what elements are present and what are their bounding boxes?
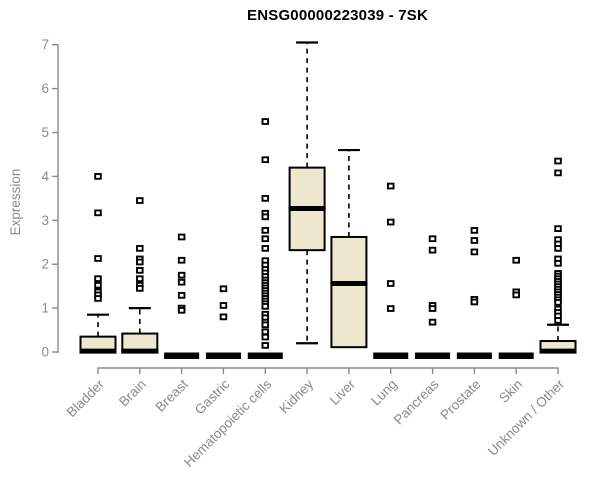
outlier-point <box>136 284 144 292</box>
outlier-point <box>554 245 562 252</box>
boxplot-hematopoietic-cells <box>247 118 283 359</box>
outlier-point <box>94 255 102 262</box>
x-tick-label-prostate: Prostate <box>437 377 483 423</box>
outlier-point <box>94 209 102 217</box>
y-tick-label: 4 <box>41 169 49 184</box>
y-tick-label: 1 <box>41 301 49 316</box>
outlier-point <box>219 285 228 293</box>
x-tick-label-gastric: Gastric <box>192 376 233 417</box>
chart-title: ENSG00000223039 - 7SK <box>247 7 428 24</box>
flat-box <box>415 352 451 359</box>
outlier-point <box>512 291 520 299</box>
outlier-point <box>470 227 479 234</box>
outlier-point <box>94 281 102 289</box>
outlier-point <box>554 225 562 232</box>
outlier-point <box>261 328 270 336</box>
outlier-point <box>554 157 562 165</box>
outlier-point <box>94 173 102 180</box>
x-tick-label-brain: Brain <box>116 377 149 410</box>
boxplot-unknown-other <box>539 157 577 354</box>
outlier-point <box>261 213 270 221</box>
outlier-point <box>386 305 395 312</box>
y-tick-label: 6 <box>41 81 49 96</box>
flat-box <box>205 352 241 359</box>
y-tick-label: 2 <box>41 257 49 272</box>
y-axis: 0 1 2 3 4 5 6 7 <box>41 37 59 360</box>
flat-box <box>498 352 534 359</box>
outlier-point <box>386 280 395 287</box>
outlier-point <box>428 305 437 312</box>
outlier-point <box>261 245 270 252</box>
flat-box <box>456 352 492 359</box>
boxplot-brain <box>121 197 159 354</box>
boxplot-kidney <box>288 41 326 345</box>
outlier-point <box>428 246 437 254</box>
x-tick-label-liver: Liver <box>327 376 359 408</box>
x-tick-label-skin: Skin <box>496 377 525 406</box>
outlier-point <box>261 156 270 164</box>
boxplot-bladder <box>79 173 117 354</box>
outlier-point <box>554 317 562 324</box>
outlier-point <box>219 302 228 309</box>
outlier-point <box>386 218 395 226</box>
x-tick-label-bladder: Bladder <box>64 376 108 420</box>
flat-box <box>247 352 283 359</box>
x-tick-label-pancreas: Pancreas <box>391 376 442 427</box>
outlier-point <box>512 256 520 264</box>
outlier-point <box>136 266 144 274</box>
boxplot-gastric <box>205 285 241 359</box>
outlier-point <box>261 302 270 310</box>
outlier-point <box>261 194 270 202</box>
boxplot-liver <box>330 148 368 349</box>
boxplot-skin <box>498 256 534 359</box>
outlier-point <box>177 256 186 264</box>
x-tick-label-lung: Lung <box>368 377 400 409</box>
outlier-point <box>219 313 228 321</box>
outlier-point <box>94 295 102 302</box>
boxplot-lung <box>373 182 409 359</box>
outlier-point <box>428 235 437 243</box>
outlier-point <box>261 321 270 329</box>
outlier-point <box>554 259 562 267</box>
outlier-point <box>261 118 270 125</box>
y-tick-label: 7 <box>41 37 49 52</box>
outlier-point <box>94 275 102 283</box>
iqr-box <box>330 235 368 349</box>
outlier-point <box>470 237 479 244</box>
outlier-point <box>386 182 395 190</box>
outlier-point <box>261 235 270 243</box>
outlier-point <box>136 258 144 266</box>
outlier-point <box>177 233 186 241</box>
outlier-point <box>470 298 479 306</box>
outlier-point <box>554 169 562 177</box>
boxplot-prostate <box>456 227 492 359</box>
outlier-point <box>136 245 144 252</box>
outlier-point <box>428 318 437 326</box>
x-tick-label-unknown-other: Unknown / Other <box>485 376 568 459</box>
outlier-point <box>177 278 186 286</box>
x-tick-label-breast: Breast <box>153 376 191 414</box>
flat-box <box>164 352 200 359</box>
boxplot-breast <box>164 233 200 359</box>
x-tick-label-kidney: Kidney <box>276 376 316 416</box>
outlier-point <box>261 342 270 349</box>
outlier-point <box>177 306 186 314</box>
outlier-point <box>261 227 270 234</box>
outlier-point <box>177 271 186 279</box>
flat-box <box>373 352 409 359</box>
outlier-point <box>177 292 186 299</box>
outlier-point <box>136 275 144 283</box>
y-tick-label: 0 <box>41 345 49 360</box>
boxplot-pancreas <box>415 235 451 359</box>
outlier-point <box>261 333 270 341</box>
y-tick-label: 5 <box>41 125 49 140</box>
outlier-point <box>470 248 479 256</box>
y-tick-label: 3 <box>41 213 49 228</box>
outlier-point <box>554 299 562 306</box>
outlier-point <box>136 197 144 204</box>
